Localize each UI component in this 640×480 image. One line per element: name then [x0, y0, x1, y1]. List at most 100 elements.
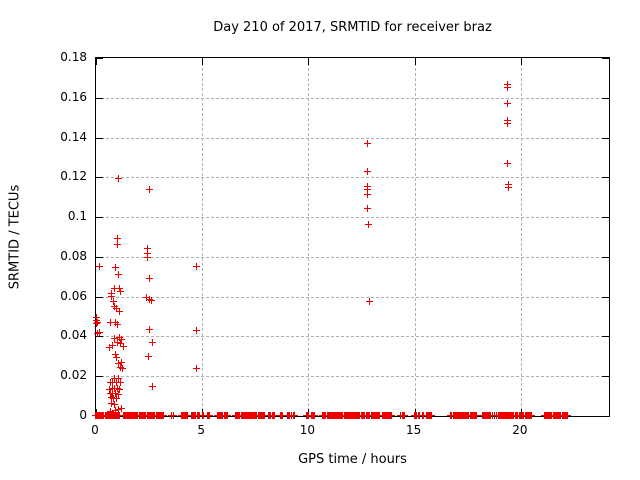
- data-point-marker: [271, 412, 279, 419]
- data-point-marker: [504, 120, 512, 128]
- data-point-marker: [149, 339, 157, 347]
- data-point-marker: [504, 84, 512, 92]
- data-point-marker: [115, 307, 123, 315]
- data-point-marker: [117, 336, 125, 344]
- y-tick-mark: [96, 97, 103, 99]
- data-point-marker: [260, 412, 268, 419]
- data-point-marker: [107, 394, 115, 402]
- gridline-vertical: [520, 58, 522, 416]
- data-point-marker: [108, 378, 116, 386]
- y-tick-mark: [96, 58, 103, 59]
- data-point-marker: [144, 254, 152, 262]
- data-point-marker: [564, 412, 572, 419]
- data-point-marker: [115, 334, 123, 342]
- y-tick-mark: [602, 296, 609, 298]
- data-point-marker: [116, 385, 124, 393]
- gridline-vertical: [414, 58, 416, 416]
- y-tick-label: 0.06: [60, 288, 87, 303]
- data-point-marker: [108, 342, 116, 350]
- data-point-marker: [112, 264, 120, 272]
- data-point-marker: [144, 249, 152, 257]
- data-point-marker: [114, 321, 122, 329]
- data-point-marker: [110, 335, 118, 343]
- y-tick-mark: [602, 416, 609, 417]
- data-point-marker: [93, 329, 101, 337]
- data-point-marker: [145, 275, 153, 283]
- data-point-marker: [200, 412, 208, 419]
- x-tick-label: 10: [299, 423, 316, 437]
- data-point-marker: [504, 183, 512, 191]
- y-tick-mark: [96, 177, 103, 179]
- y-tick-label: 0.14: [60, 129, 87, 144]
- x-tick-label: 0: [91, 423, 99, 437]
- y-tick-label: 0: [79, 408, 87, 422]
- data-point-marker: [106, 379, 114, 387]
- y-tick-label: 0.18: [60, 50, 87, 64]
- data-point-marker: [106, 344, 114, 352]
- data-point-marker: [278, 412, 286, 419]
- x-tick-mark: [202, 58, 204, 65]
- gridline-horizontal: [96, 137, 609, 139]
- data-point-marker: [363, 167, 371, 175]
- x-tick-label: 15: [405, 423, 422, 437]
- y-tick-mark: [96, 256, 103, 258]
- data-point-marker: [120, 343, 128, 351]
- data-point-marker: [363, 191, 371, 199]
- data-point-marker: [527, 412, 535, 419]
- gridline-horizontal: [96, 256, 609, 258]
- data-point-marker: [110, 285, 118, 293]
- data-point-marker: [92, 319, 100, 327]
- data-point-marker: [108, 385, 116, 393]
- x-tick-mark: [520, 58, 522, 65]
- data-point-marker: [111, 384, 119, 392]
- data-point-marker: [193, 365, 201, 373]
- data-point-marker: [169, 412, 177, 419]
- data-point-marker: [114, 241, 122, 249]
- data-point-marker: [110, 298, 118, 306]
- data-point-marker: [117, 364, 125, 372]
- data-point-marker: [363, 204, 371, 212]
- data-point-marker: [110, 375, 118, 383]
- data-point-marker: [114, 234, 122, 242]
- data-point-marker: [310, 412, 318, 419]
- y-tick-label: 0.16: [60, 89, 87, 104]
- data-point-marker: [117, 379, 125, 387]
- gridline-vertical: [202, 58, 204, 416]
- data-point-marker: [96, 328, 104, 336]
- data-point-marker: [115, 406, 123, 414]
- data-point-marker: [113, 354, 121, 362]
- data-point-marker: [106, 407, 114, 415]
- y-tick-mark: [602, 336, 609, 338]
- data-point-marker: [504, 160, 512, 167]
- data-point-marker: [472, 412, 480, 419]
- data-point-marker: [117, 359, 125, 367]
- data-point-marker: [114, 271, 122, 279]
- data-point-marker: [159, 412, 167, 419]
- data-point-marker: [400, 412, 408, 419]
- data-point-marker: [504, 99, 512, 107]
- data-point-marker: [206, 412, 214, 419]
- data-point-marker: [111, 351, 119, 359]
- data-point-marker: [149, 383, 157, 391]
- data-point-marker: [106, 385, 114, 393]
- data-point-marker: [144, 245, 152, 253]
- data-point-marker: [114, 390, 122, 398]
- y-tick-mark: [602, 137, 609, 139]
- data-point-marker: [95, 263, 103, 271]
- data-point-marker: [193, 327, 201, 335]
- data-point-marker: [116, 284, 123, 292]
- gridline-horizontal: [96, 177, 609, 179]
- data-point-marker: [148, 296, 156, 304]
- gridline-horizontal: [96, 376, 609, 378]
- x-tick-label: 20: [512, 423, 528, 437]
- chart-title: Day 210 of 2017, SRMTID for receiver bra…: [213, 20, 492, 35]
- data-point-marker: [145, 186, 153, 194]
- data-point-marker: [223, 412, 231, 419]
- x-tick-mark: [96, 58, 97, 65]
- gridline-horizontal: [96, 97, 609, 99]
- x-tick-mark: [414, 58, 416, 65]
- data-point-marker: [428, 412, 436, 419]
- y-tick-label: 0.12: [60, 169, 87, 184]
- y-tick-label: 0.1: [67, 209, 87, 224]
